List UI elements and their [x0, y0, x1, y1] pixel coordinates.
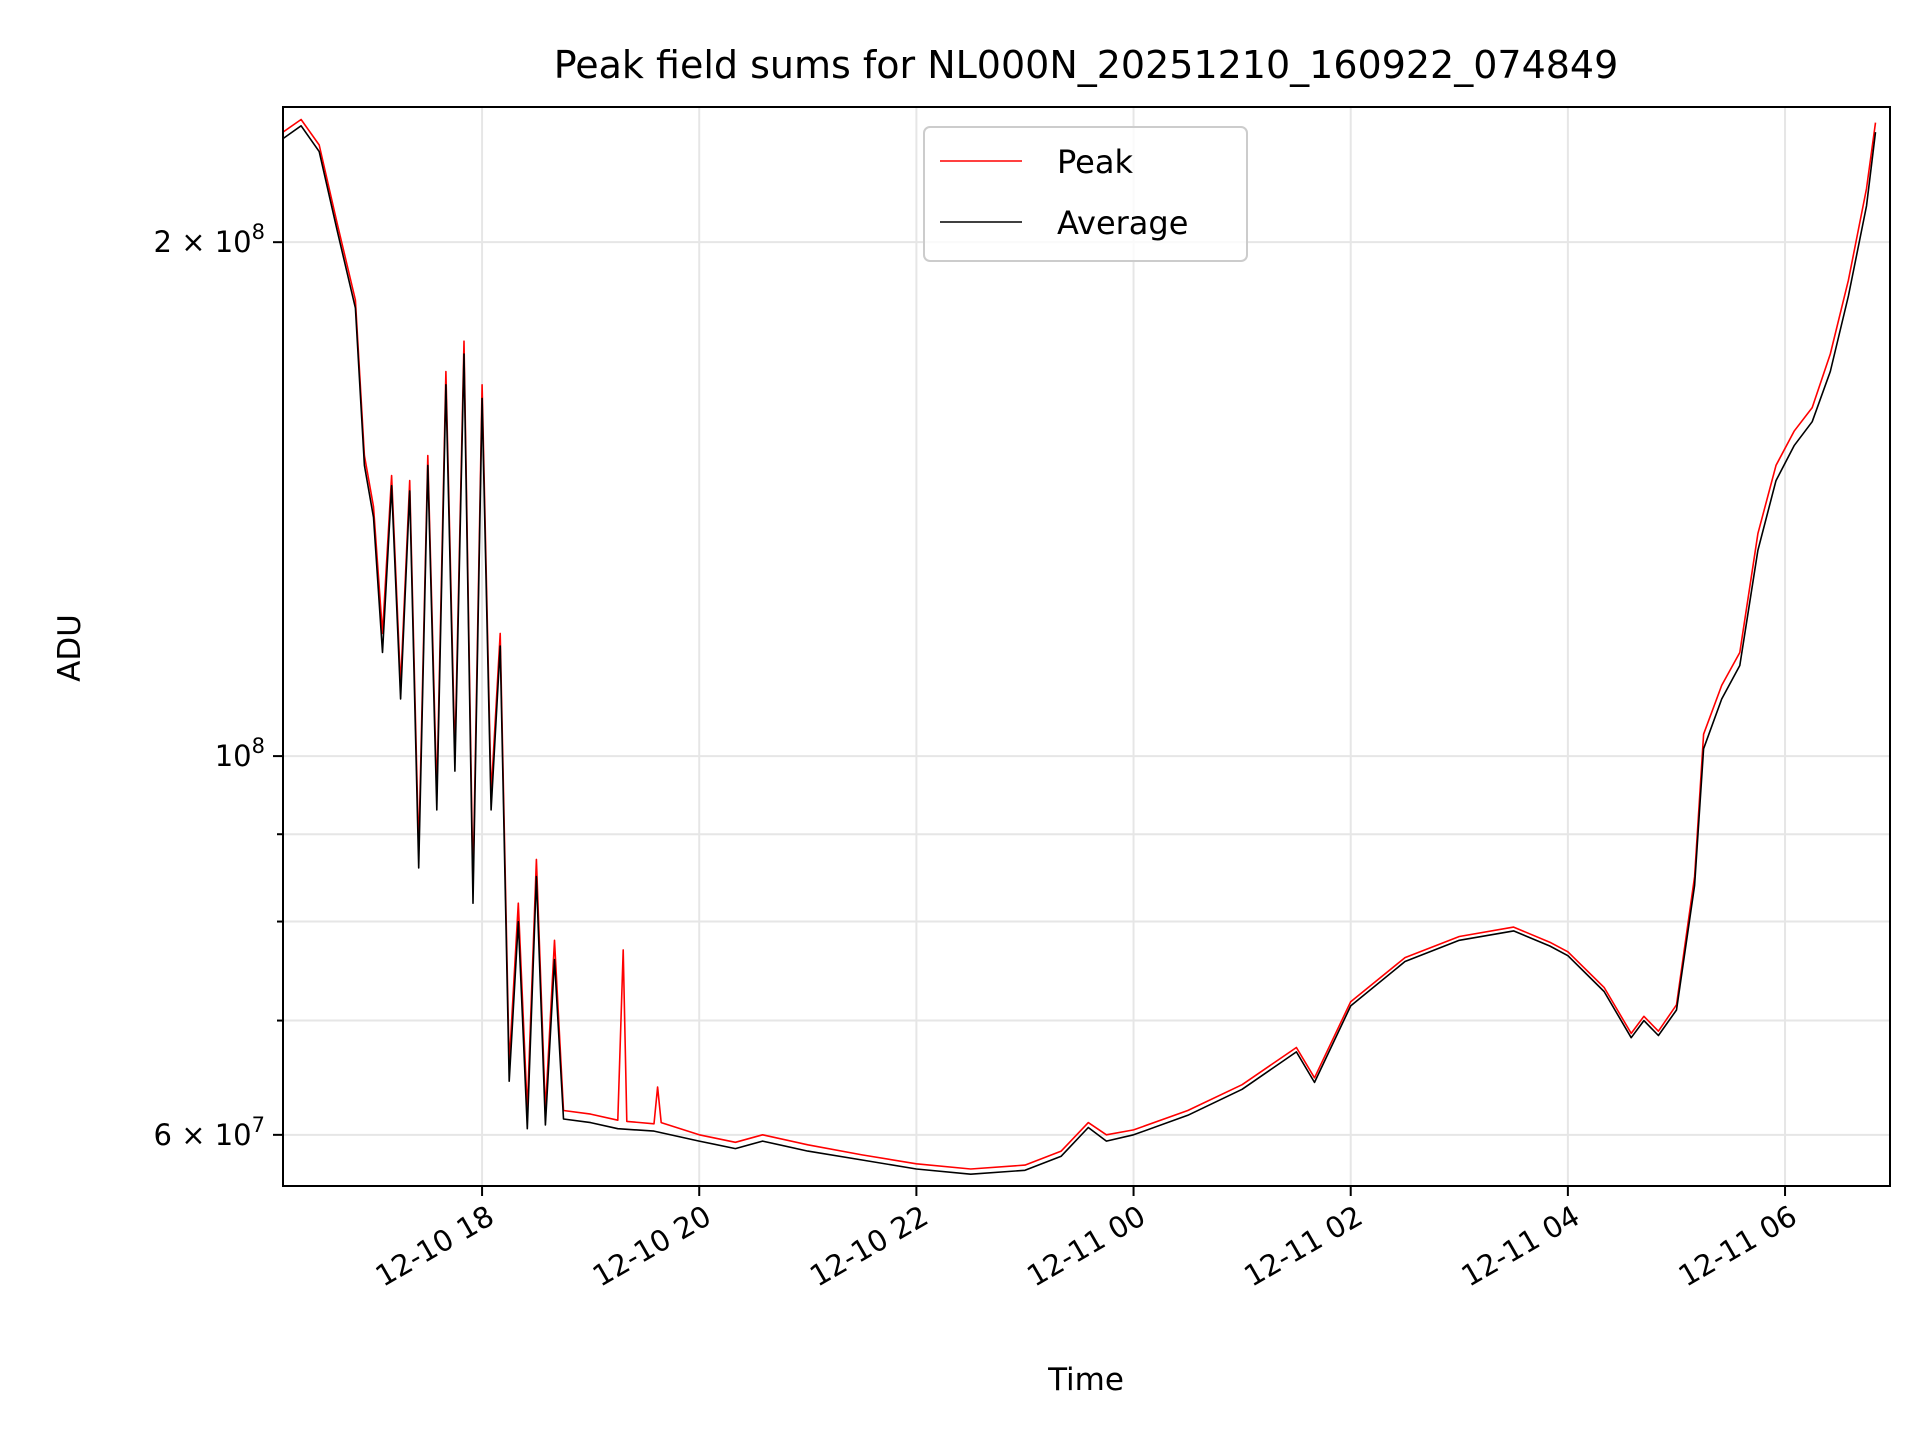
y-tick-label: 6 × 107	[154, 1113, 265, 1152]
y-tick-label: 108	[215, 734, 265, 773]
legend-label-peak: Peak	[1057, 143, 1133, 181]
x-axis-label: Time	[1047, 1362, 1124, 1398]
y-axis-label: ADU	[52, 614, 88, 682]
y-tick-label: 2 × 108	[154, 220, 265, 259]
series-layer	[282, 118, 1877, 1175]
series-line-average	[282, 125, 1877, 1175]
plot-frame	[282, 106, 1891, 1187]
chart-title: Peak field sums for NL000N_20251210_1609…	[554, 43, 1619, 87]
legend: Peak Average	[923, 126, 1248, 262]
legend-label-average: Average	[1057, 204, 1188, 242]
